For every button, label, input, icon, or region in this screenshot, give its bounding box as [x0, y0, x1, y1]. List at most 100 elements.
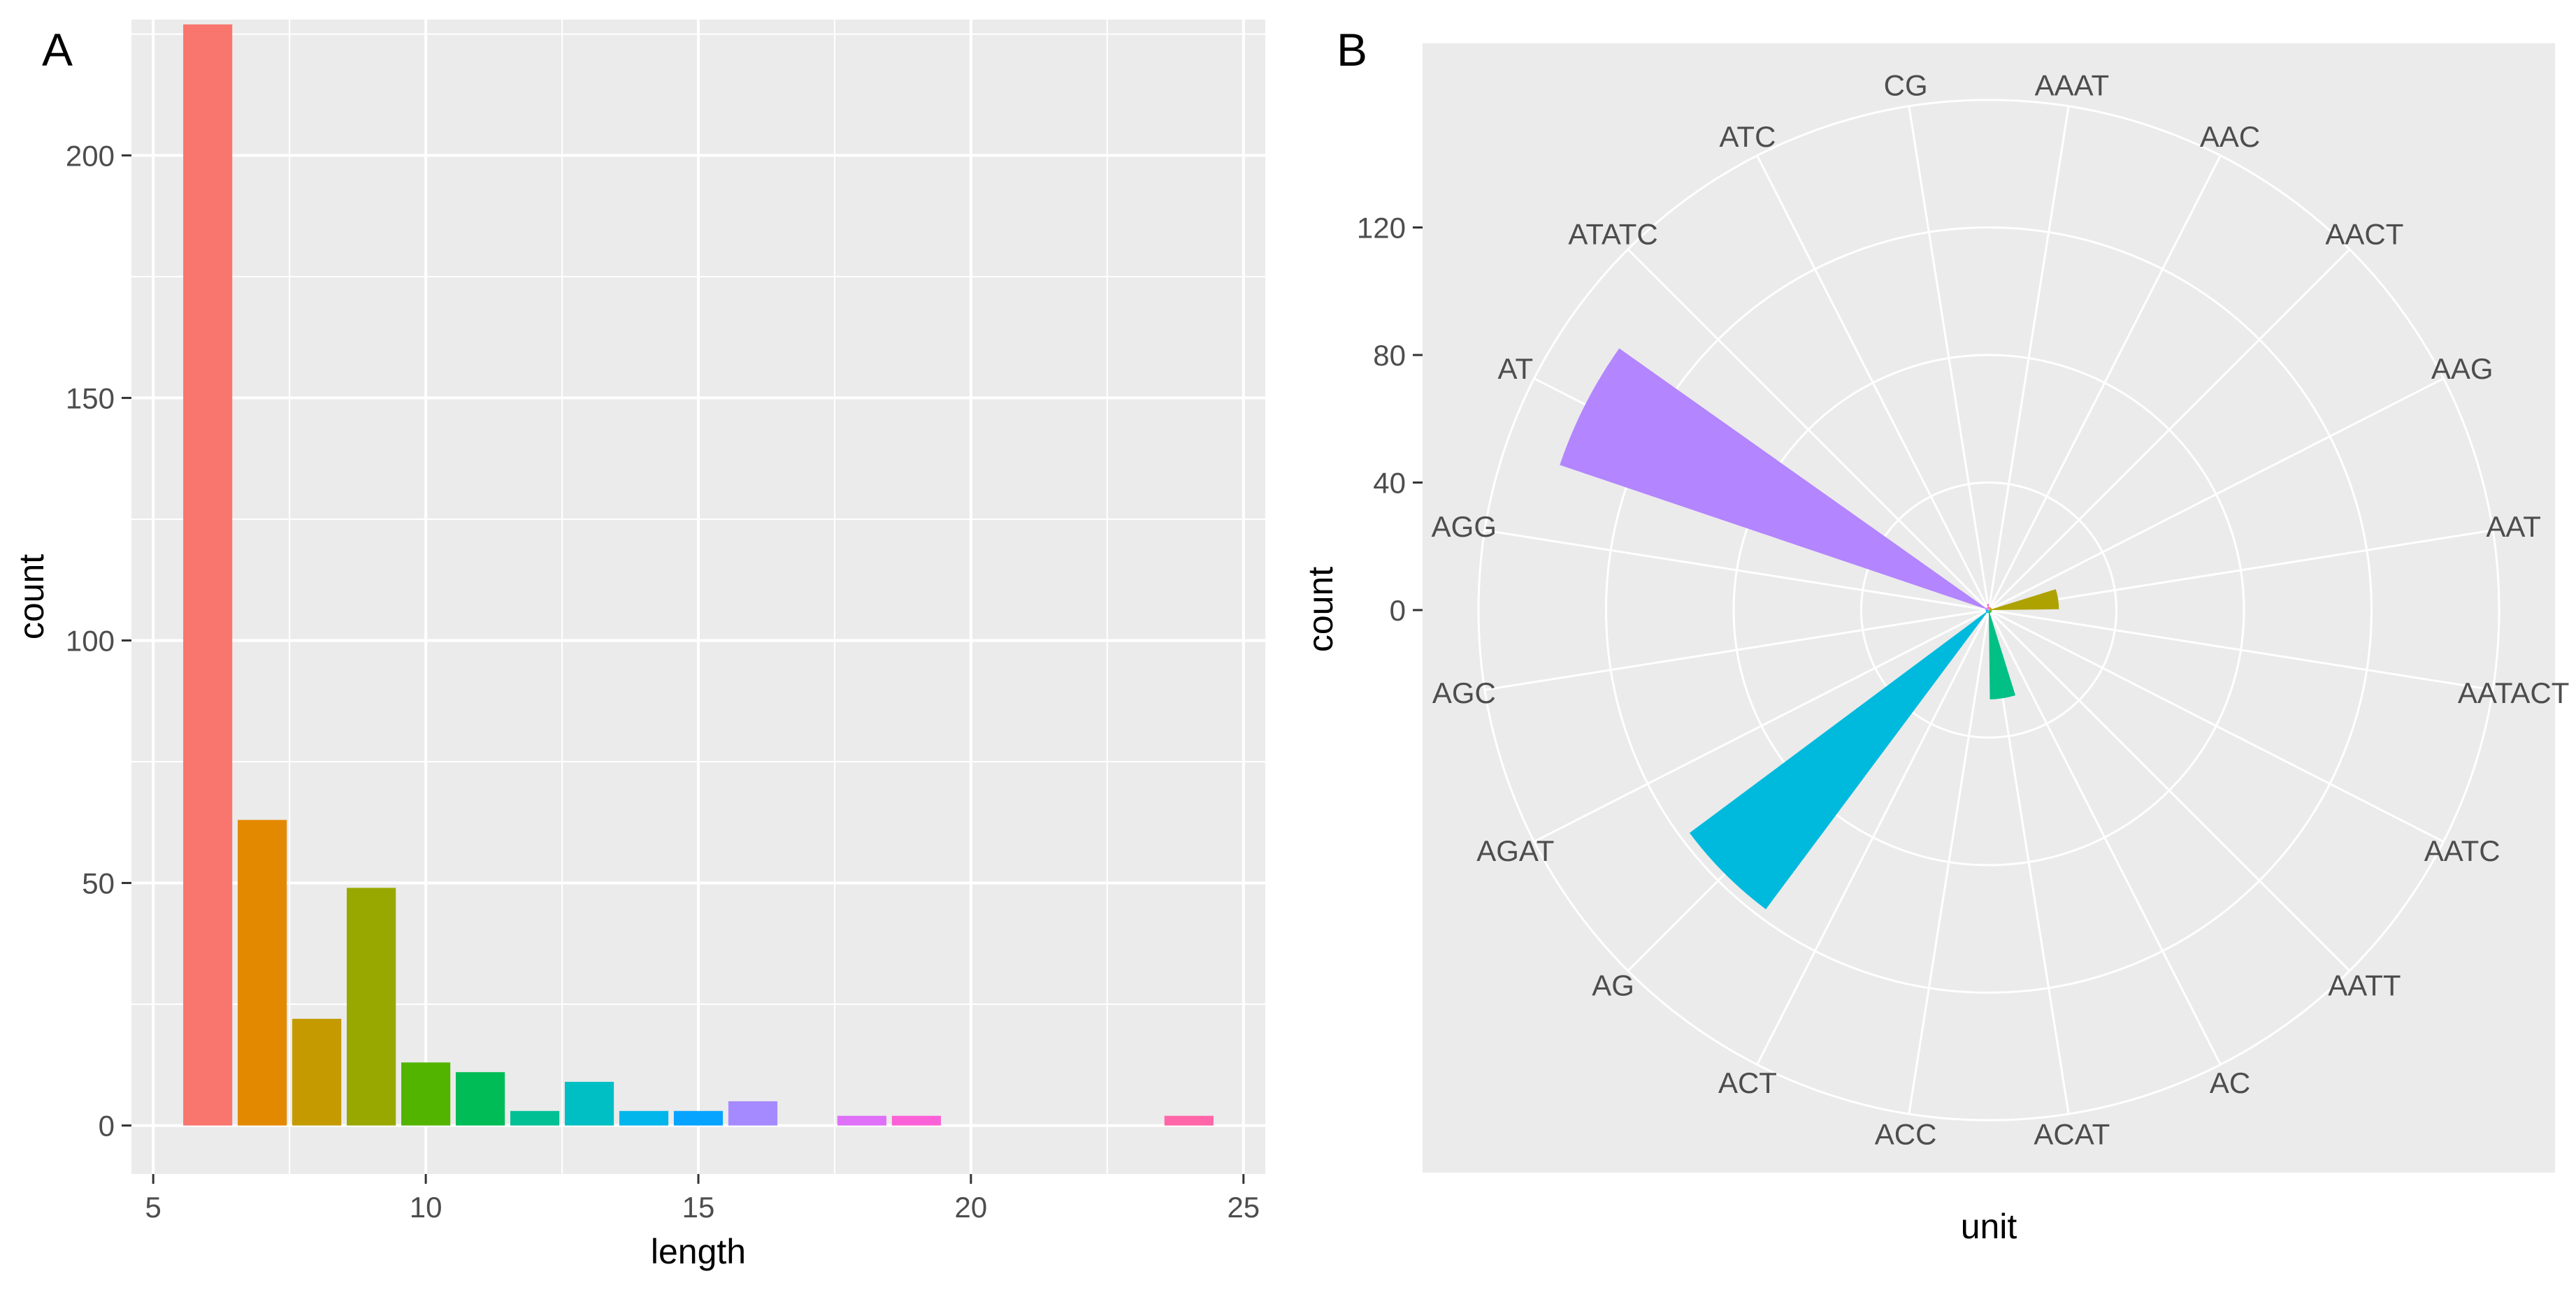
panel-b-wedge	[1987, 610, 1989, 614]
panel-a-y-tick-label: 0	[99, 1110, 115, 1143]
panel-b-r-tick-label: 80	[1373, 339, 1406, 372]
panel-b-wedges	[1560, 348, 2059, 910]
panel-b-wedge	[1989, 607, 1991, 610]
panel-b-wedge	[1560, 348, 1989, 610]
panel-b-wedge	[1989, 608, 1992, 610]
panel-a-y-tick-label: 200	[66, 139, 115, 172]
panel-b-wedge	[1987, 603, 1989, 610]
panel-b-category-label: ACAT	[2034, 1118, 2110, 1151]
panel-a-bar	[837, 1115, 887, 1126]
panel-a-histogram: 5 10 15 20 25 0 50 100 150 200 length count A	[12, 20, 1265, 1271]
panel-a-bar	[183, 24, 233, 1126]
panel-b-polar-chart: AAAT AAC AACT AAG AAT AATACT AATC AATT AC ACAT ACC…	[1301, 24, 2569, 1246]
panel-b-tag: B	[1337, 24, 1367, 75]
panel-a-axes: 5 10 15 20 25 0 50 100 150 200	[66, 139, 1260, 1224]
panel-b-spoke	[1987, 154, 2222, 611]
panel-a-bar	[673, 1110, 724, 1126]
panel-b-category-label: AATT	[2328, 969, 2401, 1001]
panel-b-spoke	[1627, 248, 1990, 611]
panel-b-category-label: AT	[1498, 352, 1534, 385]
panel-a-y-axis-title: count	[12, 554, 51, 639]
panel-b-category-label: ATC	[1720, 120, 1776, 153]
panel-b-category-label: CG	[1884, 68, 1928, 101]
panel-b-category-label: AAAT	[2035, 68, 2110, 101]
panel-b-wedge	[1989, 610, 1992, 613]
panel-b-category-label: AG	[1592, 969, 1634, 1001]
panel-b-spoke	[1987, 609, 2222, 1066]
panel-b-category-label: AATC	[2424, 834, 2501, 867]
panel-b-wedge	[1989, 610, 2016, 700]
panel-a-x-tick-label: 5	[145, 1191, 161, 1224]
panel-b-category-label: ACT	[1718, 1066, 1777, 1099]
panel-a-bar	[891, 1115, 942, 1126]
panel-a-bar	[238, 820, 287, 1126]
panel-b-x-axis-title: unit	[1961, 1207, 2017, 1246]
panel-a-bar	[510, 1110, 560, 1126]
panel-a-x-tick-label: 25	[1227, 1191, 1260, 1224]
panel-b-spoke	[1987, 609, 2351, 972]
panel-b-category-label: AGC	[1432, 676, 1496, 709]
panel-a-bar	[347, 888, 396, 1126]
panel-a-bars	[183, 24, 1214, 1126]
panel-b-spoke	[1988, 609, 2445, 843]
panel-b-wedge	[1986, 607, 1989, 610]
panel-a-bar	[401, 1062, 451, 1126]
panel-a-x-axis-title: length	[651, 1232, 746, 1271]
panel-b-spoke	[1988, 529, 2494, 611]
panel-b-category-label: AAG	[2431, 352, 2494, 385]
panel-b-wedge	[1987, 610, 1989, 614]
panel-b-wedge	[1985, 610, 1989, 612]
panel-b-spoke	[1908, 609, 1990, 1115]
panel-a-x-tick-label: 15	[682, 1191, 715, 1224]
panel-b-spoke	[1484, 609, 1989, 691]
panel-b-category-label: AAT	[2486, 510, 2541, 543]
panel-a-bar	[564, 1082, 614, 1126]
panel-b-grid-ring	[1732, 354, 2245, 867]
panel-b-wedge	[1985, 609, 1989, 610]
panel-b-wedge	[1989, 610, 1991, 614]
panel-a-bar	[292, 1018, 342, 1126]
panel-b-spoke	[1756, 154, 1990, 611]
panel-b-category-label: AC	[2210, 1066, 2250, 1099]
panel-b-y-axis-title: count	[1301, 567, 1340, 652]
panel-b-r-tick-label: 0	[1390, 594, 1406, 627]
panel-b-category-label: AAC	[2200, 120, 2260, 153]
panel-b-wedge	[1985, 610, 1989, 611]
panel-a-bar	[455, 1072, 505, 1126]
panel-b-outer-ring	[1477, 99, 2501, 1122]
panel-b-spoke	[1988, 609, 2494, 691]
panel-a-bar	[619, 1110, 669, 1126]
panel-a-bar	[1164, 1115, 1214, 1126]
panel-b-spoke	[1987, 248, 2351, 611]
panel-a-y-tick-label: 50	[82, 867, 115, 900]
panel-b-wedge	[1989, 610, 1992, 612]
panel-b-category-label: AGAT	[1476, 834, 1554, 867]
panel-b-spoke	[1484, 529, 1989, 611]
panel-b-spoke	[1533, 609, 1989, 843]
panel-b-wedge	[1987, 607, 1989, 610]
panel-b-category-label: ACC	[1875, 1118, 1937, 1151]
panel-a-y-tick-label: 100	[66, 624, 115, 657]
panel-b-grid-ring	[1860, 481, 2117, 739]
panel-b-category-label: AATACT	[2458, 676, 2569, 709]
panel-b-wedge	[1989, 610, 1992, 611]
panel-a-y-tick-label: 150	[66, 382, 115, 414]
panel-b-category-labels: AAAT AAC AACT AAG AAT AATACT AATC AATT AC ACAT ACC…	[1432, 68, 2570, 1150]
panel-b-radial-axis: 0 40 80 120	[1357, 212, 1423, 627]
panel-b-spoke	[1908, 106, 1990, 611]
panel-b-r-tick-label: 120	[1357, 212, 1406, 245]
panel-a-tag: A	[42, 24, 73, 75]
panel-b-wedge	[1689, 610, 1989, 910]
panel-a-x-tick-label: 10	[410, 1191, 442, 1224]
panel-b-category-label: AACT	[2325, 218, 2403, 251]
panel-b-grid	[1477, 99, 2501, 1122]
panel-b-category-label: ATATC	[1568, 218, 1657, 251]
panel-a-x-tick-label: 20	[955, 1191, 988, 1224]
panel-b-category-label: AGG	[1432, 510, 1497, 543]
panel-b-grid-ring	[1605, 226, 2373, 994]
panel-b-spoke	[1756, 609, 1990, 1066]
panel-b-wedge	[1989, 589, 2059, 610]
panel-b-spoke	[1987, 106, 2070, 611]
panel-b-spoke	[1988, 377, 2445, 611]
